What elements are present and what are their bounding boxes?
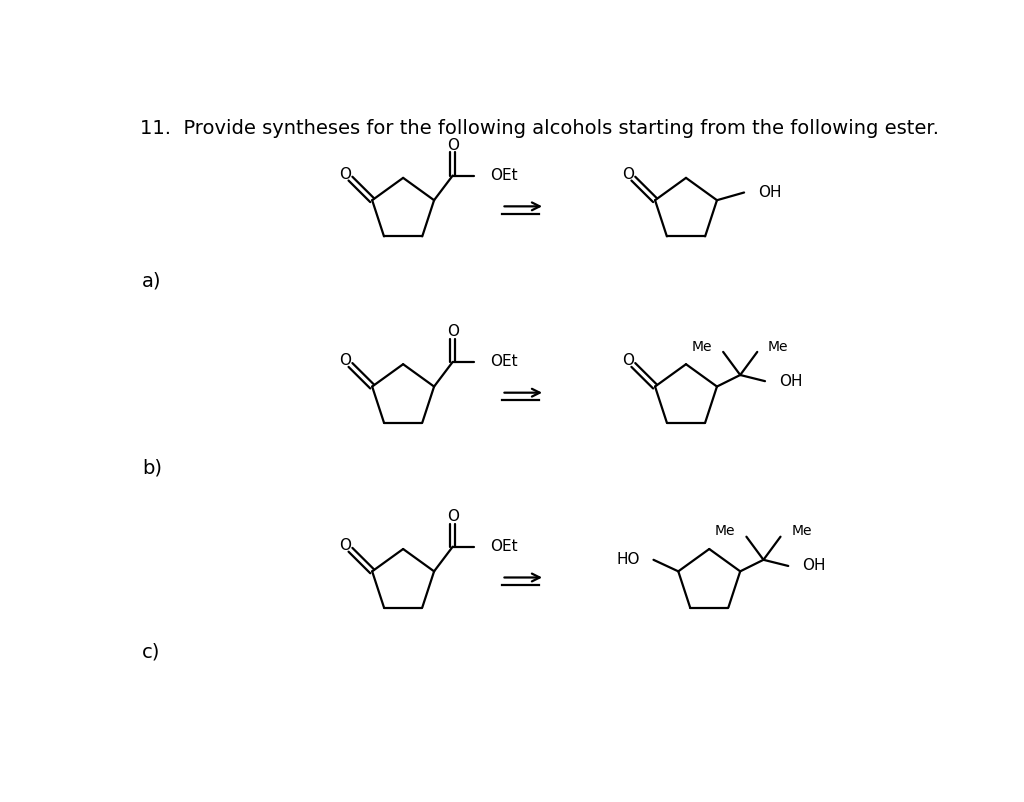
Text: Me: Me — [768, 339, 788, 354]
Text: O: O — [446, 138, 459, 153]
Text: O: O — [446, 324, 459, 339]
Text: Me: Me — [792, 525, 812, 538]
Text: O: O — [339, 537, 351, 553]
Text: c): c) — [142, 643, 161, 662]
Text: O: O — [339, 167, 351, 181]
Text: O: O — [622, 167, 634, 181]
Text: OEt: OEt — [489, 168, 517, 183]
Text: OH: OH — [802, 558, 825, 573]
Text: OEt: OEt — [489, 354, 517, 370]
Text: HO: HO — [616, 553, 640, 567]
Text: OH: OH — [779, 374, 803, 389]
Text: OEt: OEt — [489, 539, 517, 554]
Text: OH: OH — [758, 185, 781, 200]
Text: O: O — [339, 353, 351, 368]
Text: O: O — [446, 509, 459, 525]
Text: 11.  Provide syntheses for the following alcohols starting from the following es: 11. Provide syntheses for the following … — [139, 119, 939, 138]
Text: O: O — [622, 353, 634, 368]
Text: Me: Me — [715, 525, 735, 538]
Text: a): a) — [142, 272, 162, 291]
Text: Me: Me — [692, 339, 713, 354]
Text: b): b) — [142, 458, 162, 477]
